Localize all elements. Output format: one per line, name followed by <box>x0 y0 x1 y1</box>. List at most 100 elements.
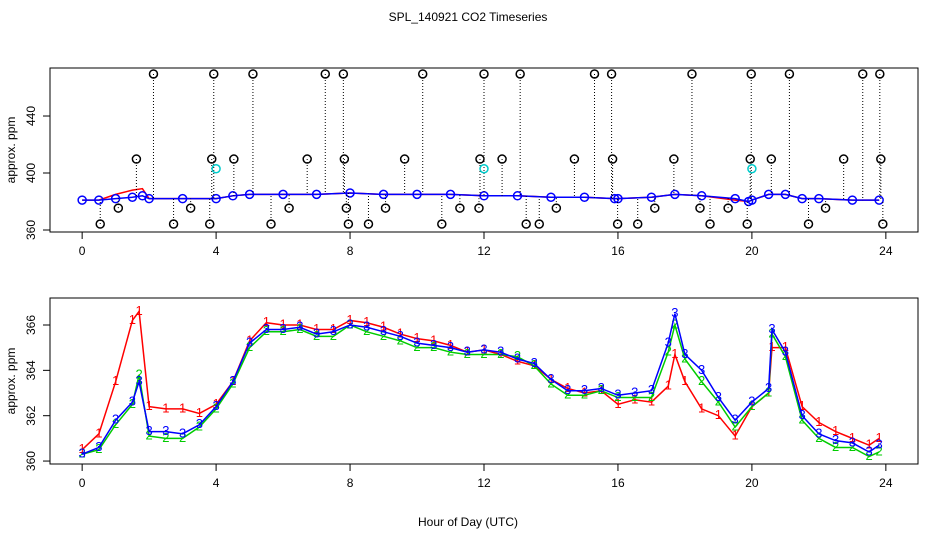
flag-point <box>437 219 447 229</box>
data-point <box>127 192 138 202</box>
flag-point <box>343 219 354 229</box>
data-glyph: 2 <box>665 344 672 359</box>
data-glyph: 2 <box>865 448 872 463</box>
data-glyph: 2 <box>162 430 169 445</box>
data-glyph: 2 <box>447 344 454 359</box>
data-glyph: 2 <box>363 323 370 338</box>
x-tick-label: 4 <box>213 244 220 258</box>
data-point <box>445 189 456 200</box>
data-glyph: 3 <box>162 423 169 438</box>
x-tick-label: 20 <box>745 244 759 258</box>
flag-point <box>766 154 777 164</box>
data-glyph: 1 <box>671 346 678 361</box>
data-point <box>479 163 489 174</box>
data-glyph: 3 <box>246 335 253 350</box>
data-glyph: 2 <box>146 428 153 443</box>
data-glyph: 2 <box>815 430 822 445</box>
data-point <box>646 192 657 202</box>
data-glyph: 1 <box>799 398 806 413</box>
data-point <box>228 191 238 201</box>
data-glyph: 3 <box>698 362 705 377</box>
flag-point <box>569 154 580 164</box>
data-glyph: 1 <box>413 330 420 345</box>
x-tick-label: 0 <box>79 244 86 258</box>
flag-point <box>399 154 410 164</box>
flag-point <box>705 219 715 229</box>
data-glyph: 3 <box>782 344 789 359</box>
data-glyph: 2 <box>564 387 571 402</box>
data-glyph: 2 <box>413 339 420 354</box>
flag-point <box>320 69 331 79</box>
y-axis-label: approx. ppm <box>4 117 18 184</box>
data-glyph: 2 <box>765 384 772 399</box>
data-point <box>609 193 620 204</box>
data-glyph: 2 <box>876 443 883 458</box>
data-glyph: 1 <box>464 344 471 359</box>
data-point <box>874 195 884 205</box>
data-glyph: 2 <box>135 366 142 381</box>
data-glyph: 3 <box>135 373 142 388</box>
flag-point <box>95 219 105 229</box>
x-tick-label: 20 <box>745 476 759 490</box>
data-glyph: 2 <box>671 316 678 331</box>
data-glyph: 1 <box>129 312 136 327</box>
data-point <box>110 193 121 204</box>
data-glyph: 1 <box>832 423 839 438</box>
y-tick-label: 440 <box>24 106 38 126</box>
data-glyph: 3 <box>279 321 286 336</box>
data-glyph: 1 <box>480 341 487 356</box>
flag-point <box>589 69 600 79</box>
flag-point <box>475 154 485 164</box>
data-glyph: 2 <box>263 323 270 338</box>
y-tick-label: 362 <box>24 405 38 425</box>
flag-point <box>363 219 374 229</box>
data-glyph: 1 <box>514 353 521 368</box>
data-point <box>696 191 707 201</box>
data-point <box>211 163 221 174</box>
data-point <box>512 191 523 201</box>
flag-point <box>209 69 219 79</box>
data-glyph: 2 <box>547 375 554 390</box>
data-glyph: 3 <box>313 325 320 340</box>
data-glyph: 3 <box>765 380 772 395</box>
data-point <box>546 192 556 202</box>
flag-point <box>131 154 142 164</box>
flag-point <box>185 203 196 213</box>
flag-point <box>742 219 752 229</box>
data-glyph: 2 <box>748 398 755 413</box>
data-glyph: 3 <box>212 398 219 413</box>
data-point <box>378 189 389 200</box>
data-point <box>579 192 590 202</box>
data-glyph: 3 <box>815 425 822 440</box>
data-glyph: 2 <box>313 328 320 343</box>
data-glyph: 1 <box>380 319 387 334</box>
data-glyph: 1 <box>815 414 822 429</box>
data-glyph: 1 <box>313 321 320 336</box>
y-axis-label: approx. ppm <box>4 348 18 415</box>
series-line <box>81 313 880 455</box>
data-glyph: 2 <box>346 316 353 331</box>
data-glyph: 1 <box>547 371 554 386</box>
flag-point <box>878 219 888 229</box>
data-glyph: 3 <box>598 380 605 395</box>
flag-point <box>687 69 697 79</box>
data-glyph: 1 <box>95 425 102 440</box>
data-glyph: 1 <box>212 396 219 411</box>
data-glyph: 3 <box>665 335 672 350</box>
flag-point <box>339 154 350 164</box>
data-glyph: 1 <box>531 357 538 372</box>
data-glyph: 1 <box>263 314 270 329</box>
data-point <box>412 189 422 200</box>
x-tick-label: 24 <box>879 476 893 490</box>
x-tick-label: 12 <box>477 244 491 258</box>
data-glyph: 1 <box>363 314 370 329</box>
data-glyph: 2 <box>849 439 856 454</box>
x-tick-label: 12 <box>477 476 491 490</box>
data-glyph: 1 <box>497 346 504 361</box>
data-glyph: 2 <box>614 389 621 404</box>
flag-point <box>606 69 617 79</box>
y-tick-label: 366 <box>24 315 38 335</box>
data-glyph: 2 <box>112 416 119 431</box>
data-glyph: 3 <box>413 335 420 350</box>
